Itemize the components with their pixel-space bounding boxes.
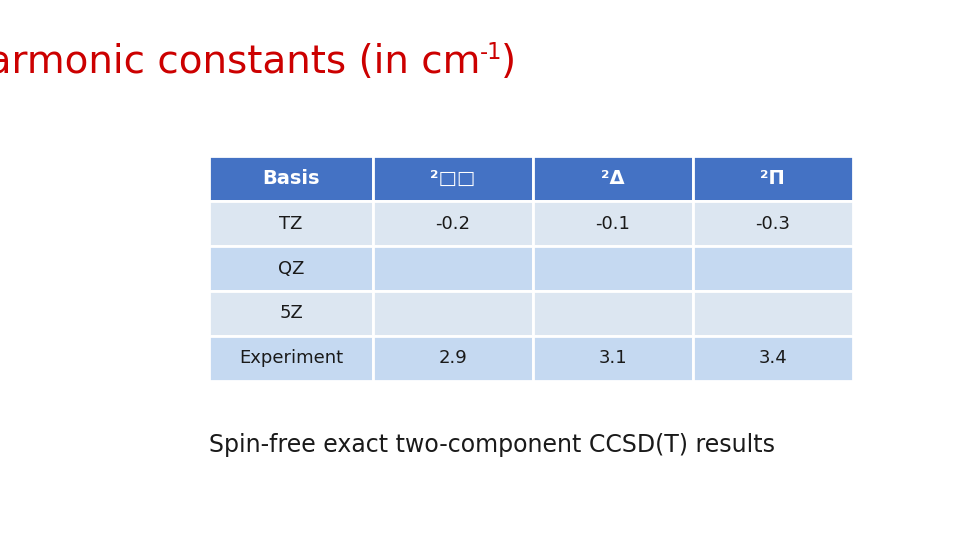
- FancyBboxPatch shape: [693, 291, 852, 336]
- Text: ): ): [501, 43, 516, 81]
- FancyBboxPatch shape: [209, 291, 372, 336]
- Text: -0.3: -0.3: [756, 214, 790, 233]
- FancyBboxPatch shape: [372, 246, 533, 291]
- FancyBboxPatch shape: [209, 156, 372, 201]
- Text: QZ: QZ: [278, 260, 304, 278]
- Text: Spin-free exact two-component CCSD(T) results: Spin-free exact two-component CCSD(T) re…: [209, 433, 775, 457]
- FancyBboxPatch shape: [693, 336, 852, 381]
- Text: Anharmonic constants (in cm: Anharmonic constants (in cm: [0, 43, 480, 81]
- Text: -0.2: -0.2: [436, 214, 470, 233]
- FancyBboxPatch shape: [372, 156, 533, 201]
- Text: 2.9: 2.9: [439, 349, 468, 367]
- FancyBboxPatch shape: [693, 156, 852, 201]
- Text: 3.4: 3.4: [758, 349, 787, 367]
- FancyBboxPatch shape: [372, 291, 533, 336]
- FancyBboxPatch shape: [209, 201, 372, 246]
- FancyBboxPatch shape: [209, 246, 372, 291]
- FancyBboxPatch shape: [533, 156, 693, 201]
- Text: ²Δ: ²Δ: [601, 169, 625, 188]
- Text: 5Z: 5Z: [279, 305, 303, 322]
- FancyBboxPatch shape: [533, 291, 693, 336]
- Text: Experiment: Experiment: [239, 349, 343, 367]
- FancyBboxPatch shape: [693, 246, 852, 291]
- Text: -1: -1: [480, 42, 502, 64]
- FancyBboxPatch shape: [372, 336, 533, 381]
- Text: 3.1: 3.1: [599, 349, 627, 367]
- Text: TZ: TZ: [279, 214, 302, 233]
- FancyBboxPatch shape: [693, 201, 852, 246]
- FancyBboxPatch shape: [209, 336, 372, 381]
- Text: Basis: Basis: [262, 169, 320, 188]
- Text: -0.1: -0.1: [595, 214, 631, 233]
- Text: ²□□: ²□□: [430, 169, 475, 188]
- FancyBboxPatch shape: [533, 246, 693, 291]
- Text: ²Π: ²Π: [760, 169, 785, 188]
- FancyBboxPatch shape: [533, 201, 693, 246]
- FancyBboxPatch shape: [533, 336, 693, 381]
- FancyBboxPatch shape: [372, 201, 533, 246]
